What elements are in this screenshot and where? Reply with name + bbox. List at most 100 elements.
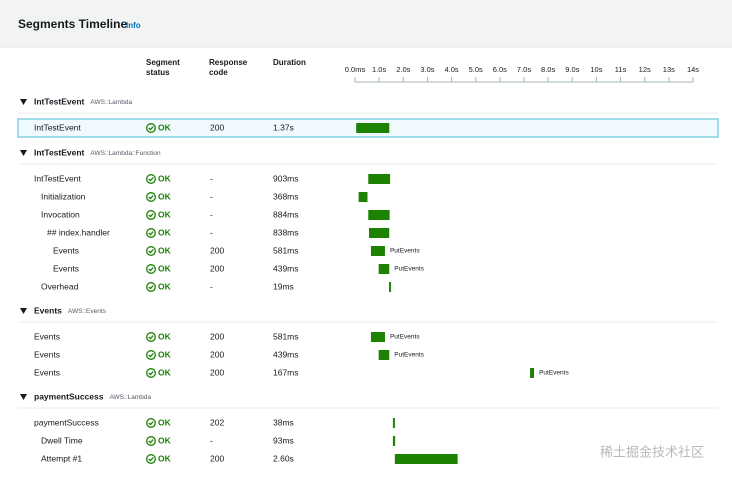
group-name: Events	[34, 305, 62, 315]
segment-status: OK	[158, 191, 172, 201]
timeline-bar	[530, 368, 535, 378]
segment-status: OK	[158, 331, 172, 341]
response-code: 200	[210, 245, 224, 255]
status-icon	[146, 454, 156, 464]
axis-tick-label: 13s	[663, 65, 675, 74]
segment-name: Overhead	[41, 281, 79, 291]
status-icon	[146, 368, 156, 378]
status-check	[148, 195, 154, 200]
status-check	[148, 267, 154, 272]
axis-tick-label: 6.0s	[493, 65, 507, 74]
response-code: -	[210, 173, 213, 183]
segment-status: OK	[158, 227, 172, 237]
column-duration: Duration	[273, 58, 306, 67]
segment-status: OK	[158, 367, 172, 377]
axis-tick-label: 4.0s	[444, 65, 458, 74]
status-icon	[146, 174, 156, 184]
watermark: 稀土掘金技术社区	[600, 444, 704, 459]
segment-name: IntTestEvent	[34, 122, 81, 132]
collapse-toggle[interactable]	[20, 99, 27, 105]
axis-tick-label: 10s	[590, 65, 602, 74]
header-bg	[0, 0, 732, 47]
bar-annotation: PutEvents	[539, 370, 569, 377]
segment-status: OK	[158, 122, 172, 132]
timeline-bar	[378, 264, 390, 274]
segment-status: OK	[158, 245, 172, 255]
response-code: 200	[210, 263, 224, 273]
column-status: Segment status	[146, 58, 180, 77]
axis-tick-label: 12s	[639, 65, 651, 74]
segment-status: OK	[158, 263, 172, 273]
response-code: 200	[210, 453, 224, 463]
axis-tick-label: 8.0s	[541, 65, 555, 74]
collapse-toggle[interactable]	[20, 150, 27, 156]
segment-name: Events	[34, 331, 60, 341]
axis-tick-label: 9.0s	[565, 65, 579, 74]
axis-tick-label: 0.0ms	[345, 65, 366, 74]
status-icon	[146, 282, 156, 292]
segment-duration: 581ms	[273, 245, 299, 255]
status-icon	[146, 192, 156, 202]
segment-status: OK	[158, 417, 172, 427]
axis-tick-label: 2.0s	[396, 65, 410, 74]
segment-duration: 368ms	[273, 191, 299, 201]
timeline-bar	[369, 228, 390, 238]
collapse-toggle[interactable]	[20, 394, 27, 400]
status-icon	[146, 436, 156, 446]
status-check	[148, 213, 154, 218]
status-icon	[146, 228, 156, 238]
info-link[interactable]: Info	[126, 21, 141, 30]
segment-status: OK	[158, 209, 172, 219]
status-check	[148, 177, 154, 182]
segment-duration: 93ms	[273, 435, 294, 445]
status-check	[148, 353, 154, 358]
timeline-bar	[358, 192, 368, 202]
segment-name: Events	[34, 349, 60, 359]
status-check	[148, 371, 154, 376]
segment-duration: 581ms	[273, 331, 299, 341]
status-check	[148, 249, 154, 254]
segment-duration: 903ms	[273, 173, 299, 183]
segment-name: paymentSuccess	[34, 417, 99, 427]
group-name: IntTestEvent	[34, 96, 85, 106]
segment-status: OK	[158, 281, 172, 291]
segment-duration: 884ms	[273, 209, 299, 219]
segment-name: Invocation	[41, 209, 80, 219]
response-code: 200	[210, 349, 224, 359]
status-check	[148, 439, 154, 444]
status-check	[148, 285, 154, 290]
segment-status: OK	[158, 453, 172, 463]
axis-tick-label: 5.0s	[469, 65, 483, 74]
axis-tick-label: 3.0s	[420, 65, 434, 74]
segment-name: IntTestEvent	[34, 173, 81, 183]
response-code: -	[210, 227, 213, 237]
segment-name: Events	[53, 263, 79, 273]
group-name: paymentSuccess	[34, 391, 104, 401]
response-code: -	[210, 191, 213, 201]
bar-annotation: PutEvents	[390, 334, 420, 341]
segment-status: OK	[158, 435, 172, 445]
segment-duration: 1.37s	[273, 122, 294, 132]
bar-annotation: PutEvents	[394, 352, 424, 359]
timeline-bar	[378, 350, 390, 360]
segment-status: OK	[158, 173, 172, 183]
column-code: Response code	[209, 58, 248, 77]
response-code: -	[210, 281, 213, 291]
axis-tick-label: 1.0s	[372, 65, 386, 74]
status-check	[148, 421, 154, 426]
segment-name: Initialization	[41, 191, 86, 201]
collapse-toggle[interactable]	[20, 308, 27, 314]
axis-tick-label: 7.0s	[517, 65, 531, 74]
bar-annotation: PutEvents	[394, 266, 424, 273]
response-code: 200	[210, 367, 224, 377]
axis-tick-label: 11s	[615, 65, 627, 74]
status-icon	[146, 332, 156, 342]
response-code: 200	[210, 122, 224, 132]
segment-name: ## index.handler	[47, 227, 110, 237]
timeline-bar	[392, 436, 396, 446]
segment-duration: 439ms	[273, 349, 299, 359]
group-type: AWS::Events	[68, 308, 107, 315]
segment-name: Attempt #1	[41, 453, 82, 463]
